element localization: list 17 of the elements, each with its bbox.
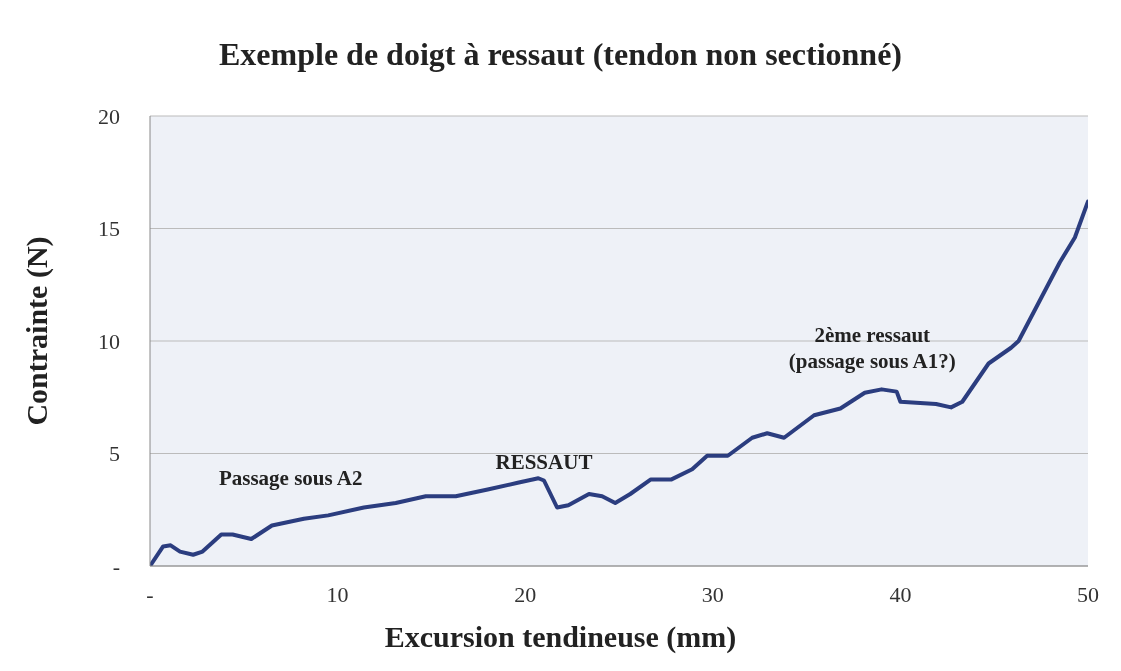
x-tick-label: 30	[701, 581, 724, 607]
y-tick-label: 20	[98, 103, 120, 129]
x-axis-title: Excursion tendineuse (mm)	[383, 620, 738, 654]
y-tick-label: 5	[109, 441, 120, 467]
y-tick-label: 10	[98, 328, 120, 354]
annotation: Passage sous A2	[217, 464, 364, 491]
annotation: RESSAUT	[494, 448, 594, 475]
x-tick-label: 50	[1077, 581, 1099, 607]
x-tick-label: 10	[326, 581, 349, 607]
chart-title: Exemple de doigt à ressaut (tendon non sectionné)	[218, 35, 903, 74]
y-axis-title: Contrainte (N)	[20, 236, 54, 426]
x-tick-label: -	[146, 581, 154, 607]
x-tick-label: 20	[514, 581, 537, 607]
y-tick-label: -	[112, 553, 120, 579]
annotation: 2ème ressaut (passage sous A1?)	[787, 321, 957, 374]
x-tick-label: 40	[889, 581, 912, 607]
y-tick-label: 15	[98, 216, 120, 242]
